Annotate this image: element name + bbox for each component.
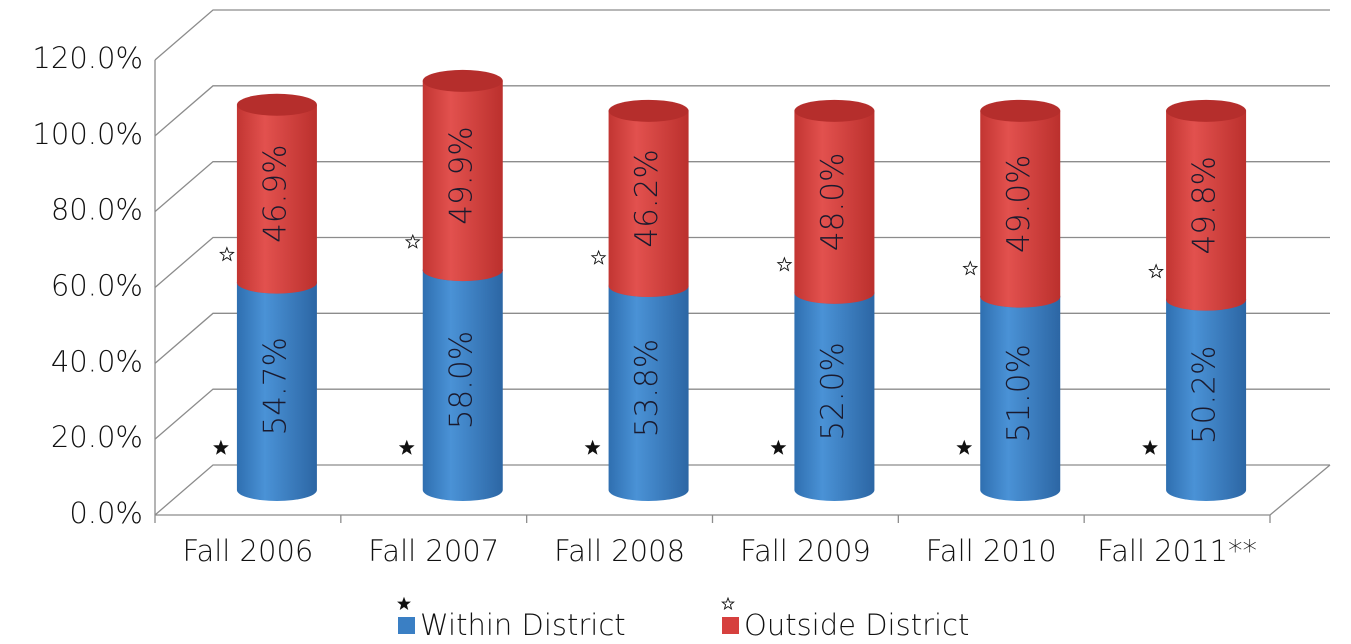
legend-swatch [722,617,739,634]
x-tick-label: Fall 2010 [926,534,1057,568]
outside-marker [962,260,979,276]
value-label: 58.0% [443,331,479,429]
y-tick-label: 80.0% [51,193,143,227]
value-label: 49.9% [443,126,479,224]
grid-line [154,236,1330,288]
value-label: 52.0% [815,342,851,440]
bar-segment [1166,99,1247,311]
bar-segment [980,99,1061,308]
bar-segment [608,99,689,297]
value-label: 46.2% [629,149,665,247]
y-tick-label: 20.0% [51,420,143,454]
legend-swatch [398,617,415,634]
x-tick-label: Fall 2007 [368,534,499,568]
grid-line [154,312,1330,364]
cylinder-body [422,80,503,282]
value-label: 54.7% [257,337,293,435]
x-tick-label: Fall 2006 [182,534,313,568]
within-marker [398,439,415,455]
within-marker [213,439,229,455]
cylinder-body [980,110,1061,308]
y-tick-label: 120.0% [32,41,143,75]
cylinder-body [794,292,875,501]
outside-marker [776,256,793,272]
cylinder-body [794,110,875,304]
cylinder-body [236,104,317,294]
bar-segment [422,69,503,282]
cylinder-top [422,69,503,92]
outside-marker [404,233,421,249]
within-marker [1142,439,1158,455]
grid-line [154,464,1330,516]
cylinder-body [236,282,317,501]
value-label: 46.9% [257,144,293,242]
cylinder-body [608,286,689,501]
bar-segment [236,93,317,294]
outside-marker [219,246,235,262]
cylinder-top [1166,99,1247,122]
grid-line [154,9,1330,61]
bar-segment [794,99,875,304]
cylinder-top [236,93,317,116]
cylinder-top [980,99,1061,122]
cylinder-top [608,99,689,122]
within-marker [770,439,787,455]
value-label: 53.8% [629,339,665,437]
value-label: 50.2% [1187,346,1223,444]
cylinder-body [1166,110,1247,311]
y-tick-label: 60.0% [51,269,143,303]
y-tick-label: 100.0% [32,117,143,151]
outside-marker [1148,263,1164,279]
y-tick-label: 0.0% [69,496,143,530]
value-label: 49.0% [1001,154,1037,252]
within-marker [956,439,973,455]
cylinder-body [980,296,1061,501]
x-tick-label: Fall 2009 [740,534,871,568]
floor-edge [155,464,1331,516]
legend-marker [397,596,411,610]
outside-marker [590,249,607,265]
grid-line [154,161,1330,213]
legend-marker [721,596,735,610]
value-label: 51.0% [1001,344,1037,442]
legend-label: Within District [420,608,626,642]
x-tick-label: Fall 2011** [1097,534,1257,568]
value-label: 48.0% [815,153,851,251]
cylinder-body [608,110,689,297]
grid-line [154,388,1330,440]
grid-line [154,85,1330,137]
value-label: 49.8% [1187,156,1223,254]
cylinder-body [422,270,503,501]
cylinder-top [794,99,875,122]
x-tick-label: Fall 2008 [554,534,685,568]
within-marker [584,439,601,455]
y-tick-label: 40.0% [51,344,143,378]
legend-label: Outside District [744,608,969,642]
cylinder-body [1166,299,1247,501]
